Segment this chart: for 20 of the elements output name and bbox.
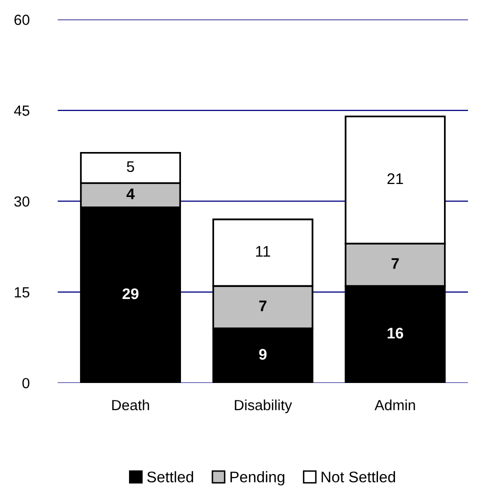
data-label: 5 — [126, 161, 134, 172]
y-tick-label: 15 — [14, 287, 30, 298]
data-label: 4 — [126, 188, 135, 200]
x-tick-label: Admin — [374, 400, 415, 410]
y-tick-label: 60 — [14, 14, 30, 25]
data-label: 7 — [392, 258, 399, 269]
y-tick-label: 30 — [14, 196, 30, 207]
x-tick-label: Death — [112, 400, 150, 410]
data-label: 29 — [122, 288, 138, 300]
data-label: 16 — [388, 328, 404, 339]
legend-label: Pending — [230, 471, 284, 486]
legend-label: Settled — [147, 471, 194, 482]
data-label: 11 — [256, 246, 270, 257]
data-label: 7 — [259, 300, 266, 312]
data-label: 9 — [259, 348, 267, 360]
y-tick-label: 0 — [22, 378, 30, 388]
data-label: 21 — [387, 173, 403, 184]
legend-label: Not Settled — [322, 471, 396, 482]
x-tick-label: Disability — [234, 400, 292, 414]
y-tick-label: 45 — [14, 106, 30, 116]
